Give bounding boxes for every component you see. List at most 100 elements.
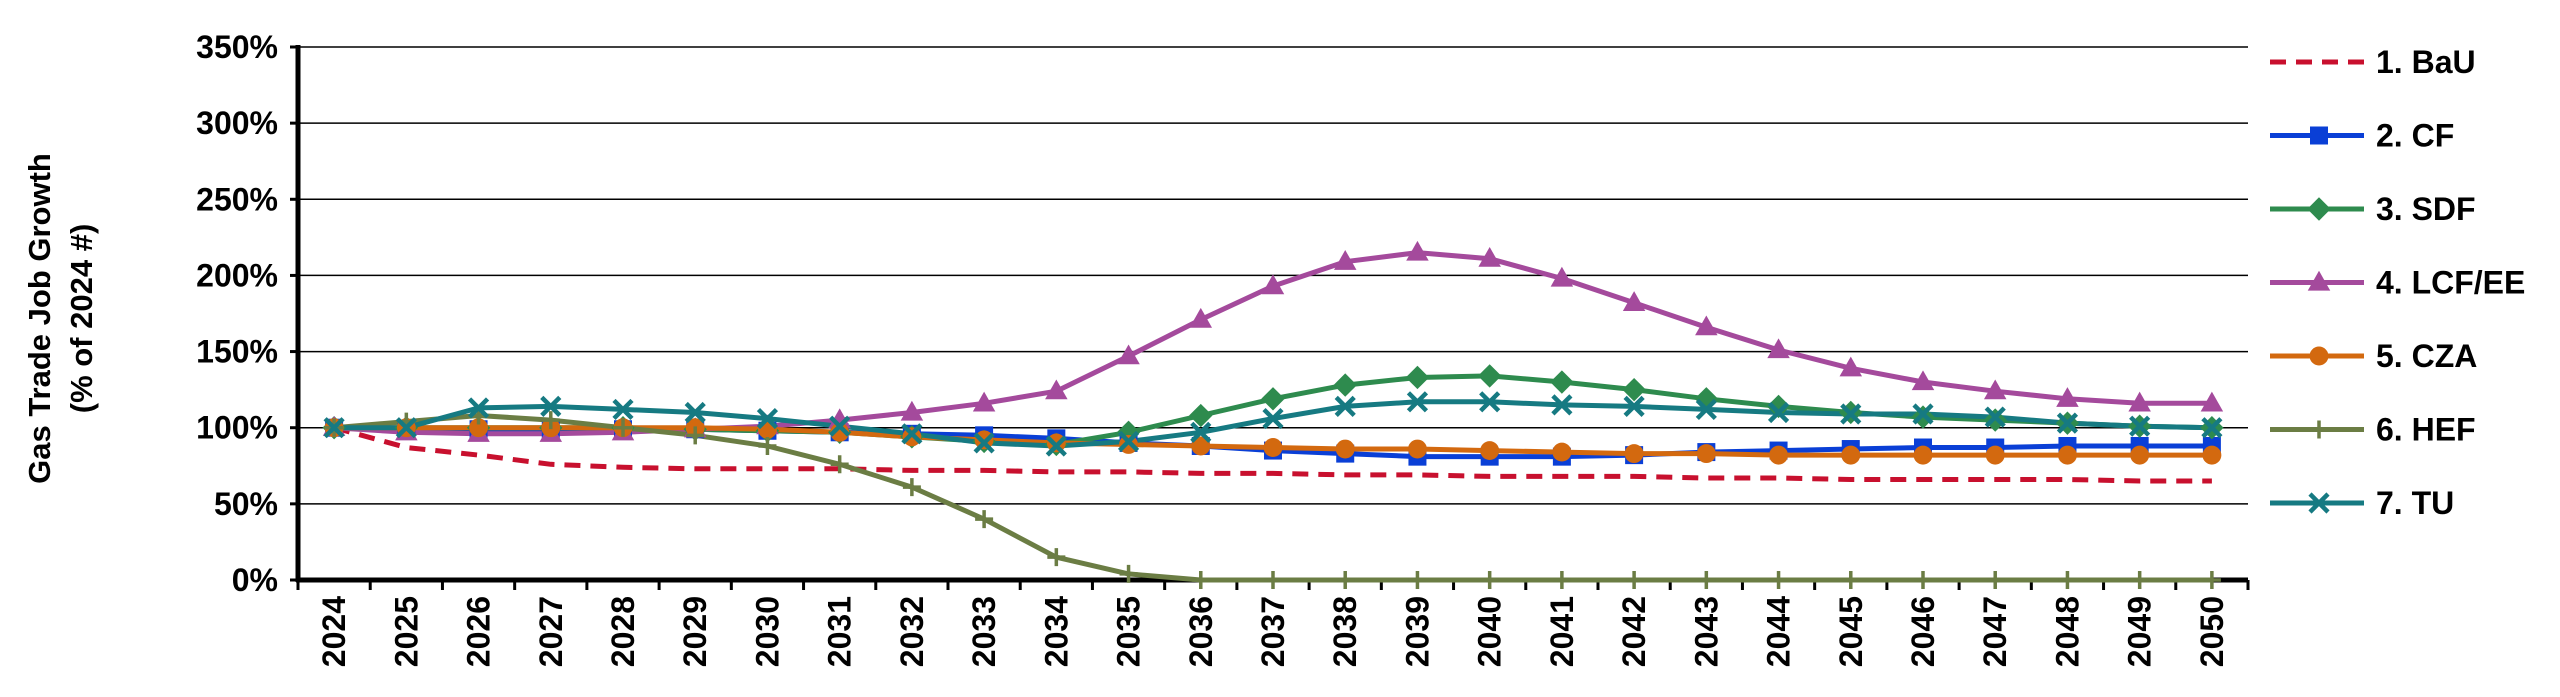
data-point	[1983, 379, 2007, 400]
data-point	[684, 401, 706, 424]
legend-item: 5. CZA	[2270, 338, 2477, 374]
data-point	[1334, 395, 1356, 417]
data-point	[902, 478, 921, 497]
series-markers	[322, 240, 2224, 589]
legend-item: 4. LCF/EE	[2270, 265, 2525, 301]
data-point	[975, 510, 994, 529]
data-point	[1333, 373, 1357, 397]
data-point	[395, 417, 417, 439]
x-tick-label: 2050	[2194, 596, 2230, 667]
data-point	[1695, 315, 1718, 336]
data-point	[2128, 391, 2151, 412]
data-point	[1911, 370, 1935, 391]
data-point	[2202, 571, 2221, 589]
data-point	[2307, 197, 2331, 221]
data-point	[1623, 395, 1645, 417]
data-point	[1552, 442, 1572, 462]
data-point	[1263, 438, 1283, 457]
data-point	[1551, 394, 1573, 416]
data-point	[1262, 407, 1284, 430]
x-tick-label: 2045	[1833, 596, 1869, 667]
data-point	[1336, 571, 1355, 589]
data-point	[1767, 338, 1790, 359]
series-markers-4	[322, 240, 2224, 442]
data-point	[612, 398, 634, 421]
data-point	[540, 395, 562, 417]
legend-item: 1. BaU	[2270, 44, 2476, 80]
data-point	[541, 411, 560, 430]
x-tick-label: 2048	[2049, 596, 2085, 667]
data-point	[1841, 571, 1860, 589]
data-point	[2057, 445, 2077, 465]
y-tick-label: 200%	[196, 257, 278, 293]
legend: 1. BaU 2. CF 3. SDF 4. LCF/EE 5. CZA 6. HEF 7.…	[2270, 44, 2525, 521]
x-tick-label: 2032	[894, 596, 930, 667]
x-tick-label: 2025	[388, 596, 424, 667]
data-point	[1045, 379, 1068, 400]
data-point	[1767, 401, 1790, 424]
x-tick-label: 2035	[1111, 596, 1147, 667]
x-tick-label: 2046	[1905, 596, 1941, 667]
data-point	[2308, 492, 2330, 514]
data-point	[1550, 266, 1574, 287]
data-point	[1625, 571, 1644, 589]
series-line-1	[333, 425, 2212, 484]
legend-item: 7. TU	[2270, 485, 2454, 521]
data-point	[1840, 403, 1862, 425]
data-point	[1191, 571, 1210, 589]
data-point	[756, 407, 779, 430]
x-tick-label: 2044	[1761, 596, 1797, 667]
y-axis-title-line: Gas Trade Job Growth	[22, 153, 57, 484]
legend-item: 2. CF	[2270, 118, 2454, 154]
data-point	[1406, 240, 1429, 261]
x-tick-label: 2049	[2122, 596, 2158, 667]
data-point	[1189, 307, 1213, 328]
data-point	[1406, 391, 1429, 413]
legend-item: 6. HEF	[2270, 412, 2476, 448]
data-point	[1477, 364, 1502, 388]
data-point	[2130, 571, 2149, 589]
x-tick-label: 2037	[1255, 596, 1291, 667]
data-point	[1769, 445, 1789, 465]
data-point	[901, 423, 923, 445]
data-point	[2056, 387, 2079, 407]
x-tick-label: 2029	[677, 596, 713, 667]
data-point	[1117, 430, 1140, 453]
data-point	[829, 415, 851, 437]
data-point	[1264, 571, 1282, 589]
data-point	[1045, 435, 1067, 457]
legend-item: 3. SDF	[2270, 191, 2476, 227]
data-point	[1480, 441, 1500, 461]
data-point	[467, 397, 490, 419]
data-point	[1697, 571, 1716, 589]
x-tick-label: 2026	[461, 596, 497, 667]
legend-label: 1. BaU	[2376, 44, 2476, 80]
data-point	[830, 455, 849, 474]
y-tick-label: 50%	[214, 486, 278, 522]
data-point	[1189, 403, 1213, 428]
data-point	[1622, 291, 1646, 311]
series-markers-7	[323, 391, 2223, 457]
data-point	[1191, 436, 1211, 456]
data-point	[1261, 274, 1285, 295]
data-point	[1696, 444, 1716, 464]
data-point	[1914, 571, 1932, 589]
axes	[290, 45, 2250, 590]
data-point	[469, 418, 489, 438]
data-point	[973, 432, 995, 454]
x-tick-label: 2033	[966, 596, 1002, 667]
data-point	[2200, 391, 2224, 412]
y-axis-title-line: (% of 2024 #)	[64, 224, 99, 414]
data-point	[614, 418, 632, 437]
data-point	[2307, 270, 2331, 291]
data-point	[1985, 445, 2005, 465]
x-tick-label: 2043	[1688, 596, 1724, 667]
data-point	[1912, 403, 1934, 425]
data-point	[1913, 445, 1933, 465]
x-tick-label: 2028	[605, 596, 641, 667]
y-axis-title: Gas Trade Job Growth (% of 2024 #)	[22, 153, 99, 484]
data-point	[1479, 391, 1501, 413]
data-point	[2056, 412, 2079, 434]
data-point	[1841, 445, 1861, 465]
